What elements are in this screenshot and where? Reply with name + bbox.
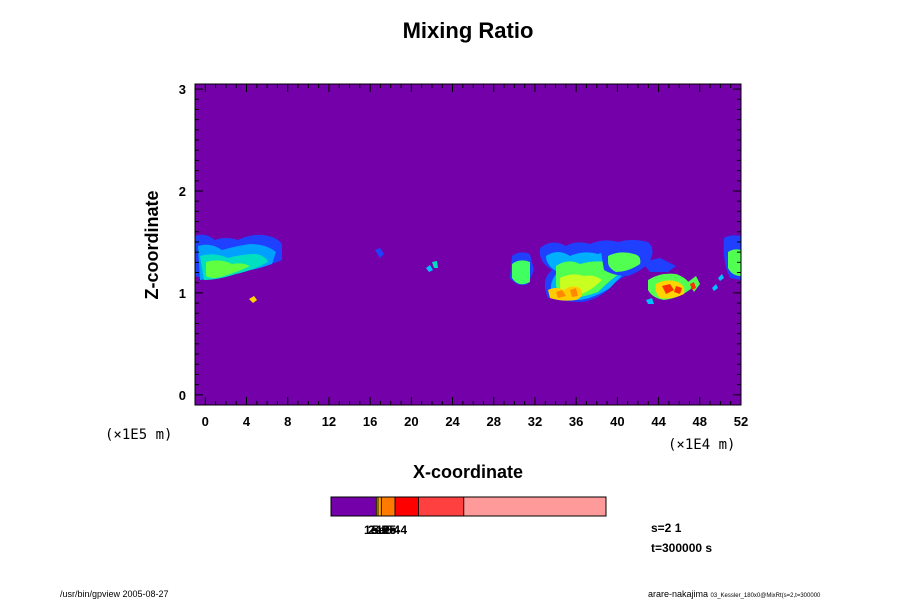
x-tick-label: 4 bbox=[243, 414, 251, 429]
x-tick-label: 20 bbox=[404, 414, 418, 429]
y-tick-label: 1 bbox=[179, 286, 186, 301]
x-axis-label: X-coordinate bbox=[413, 462, 523, 482]
y-axis-unit: (×1E5 m) bbox=[105, 427, 172, 443]
cloud-region-e bbox=[556, 288, 578, 298]
colorbar-labels: 1e-52e-55e-51e-42e-4 bbox=[364, 523, 407, 537]
x-tick-label: 0 bbox=[202, 414, 209, 429]
x-tick-label: 24 bbox=[445, 414, 460, 429]
cloud-region-g bbox=[646, 298, 654, 304]
x-tick-label: 40 bbox=[610, 414, 624, 429]
x-tick-label: 36 bbox=[569, 414, 583, 429]
x-tick-label: 8 bbox=[284, 414, 291, 429]
mixing-ratio-field bbox=[195, 234, 741, 304]
chart-title: Mixing Ratio bbox=[403, 18, 534, 43]
colorbar-label: 1e-4 bbox=[376, 523, 400, 537]
colorbar bbox=[330, 496, 607, 517]
x-axis: 0 4 8 12 16 20 24 28 32 36 40 44 48 52 bbox=[202, 84, 748, 429]
footer-right: arare-nakajima 03_Kessler_180x0@MixRt(s=… bbox=[648, 589, 821, 599]
colorbar-frame bbox=[330, 496, 607, 517]
y-tick-label: 2 bbox=[179, 184, 186, 199]
footer-right-file: 03_Kessler_180x0@MixRt(s=2,t=300000 bbox=[711, 593, 821, 599]
y-axis: 0 1 2 3 bbox=[179, 82, 741, 403]
colorbar-segment bbox=[377, 496, 382, 517]
cloud-region-g bbox=[662, 284, 682, 294]
colorbar-segment bbox=[418, 496, 465, 517]
cloud-region-f bbox=[608, 252, 641, 272]
time-label: t=300000 s bbox=[651, 541, 712, 555]
x-tick-label: 12 bbox=[322, 414, 336, 429]
x-tick-label: 48 bbox=[693, 414, 707, 429]
species-label: s=2 1 bbox=[651, 521, 682, 535]
colorbar-segment bbox=[380, 496, 396, 517]
x-tick-label: 28 bbox=[487, 414, 501, 429]
cloud-region-c bbox=[432, 261, 438, 268]
y-tick-label: 0 bbox=[179, 388, 186, 403]
colorbar-label: 5e-5 bbox=[372, 523, 396, 537]
footer-left: /usr/bin/gpview 2005-08-27 bbox=[60, 589, 169, 599]
footer-right-author: arare-nakajima bbox=[648, 589, 708, 599]
cloud-region-h bbox=[728, 249, 741, 276]
plot-frame bbox=[194, 83, 742, 406]
cloud-region-d bbox=[512, 260, 530, 285]
x-axis-unit: (×1E4 m) bbox=[668, 437, 735, 453]
colorbar-label: 2e-4 bbox=[383, 523, 407, 537]
x-tick-label: 32 bbox=[528, 414, 542, 429]
colorbar-segment bbox=[463, 496, 607, 517]
cloud-region-g bbox=[690, 282, 696, 290]
x-tick-label: 52 bbox=[734, 414, 748, 429]
colorbar-segment bbox=[394, 496, 419, 517]
colorbar-segment bbox=[330, 496, 377, 517]
cloud-region-b bbox=[375, 248, 384, 258]
cloud-region-g bbox=[712, 274, 724, 291]
colorbar-label: 2e-5 bbox=[368, 523, 392, 537]
cloud-region-g bbox=[642, 258, 676, 272]
colorbar-label: 1e-5 bbox=[364, 523, 388, 537]
y-axis-label: Z-coordinate bbox=[142, 190, 162, 299]
x-tick-label: 16 bbox=[363, 414, 377, 429]
x-tick-label: 44 bbox=[651, 414, 666, 429]
y-tick-label: 3 bbox=[179, 82, 186, 97]
cloud-region-i bbox=[249, 296, 257, 303]
cloud-region-c bbox=[426, 265, 433, 272]
cloud-region-a bbox=[206, 260, 250, 278]
